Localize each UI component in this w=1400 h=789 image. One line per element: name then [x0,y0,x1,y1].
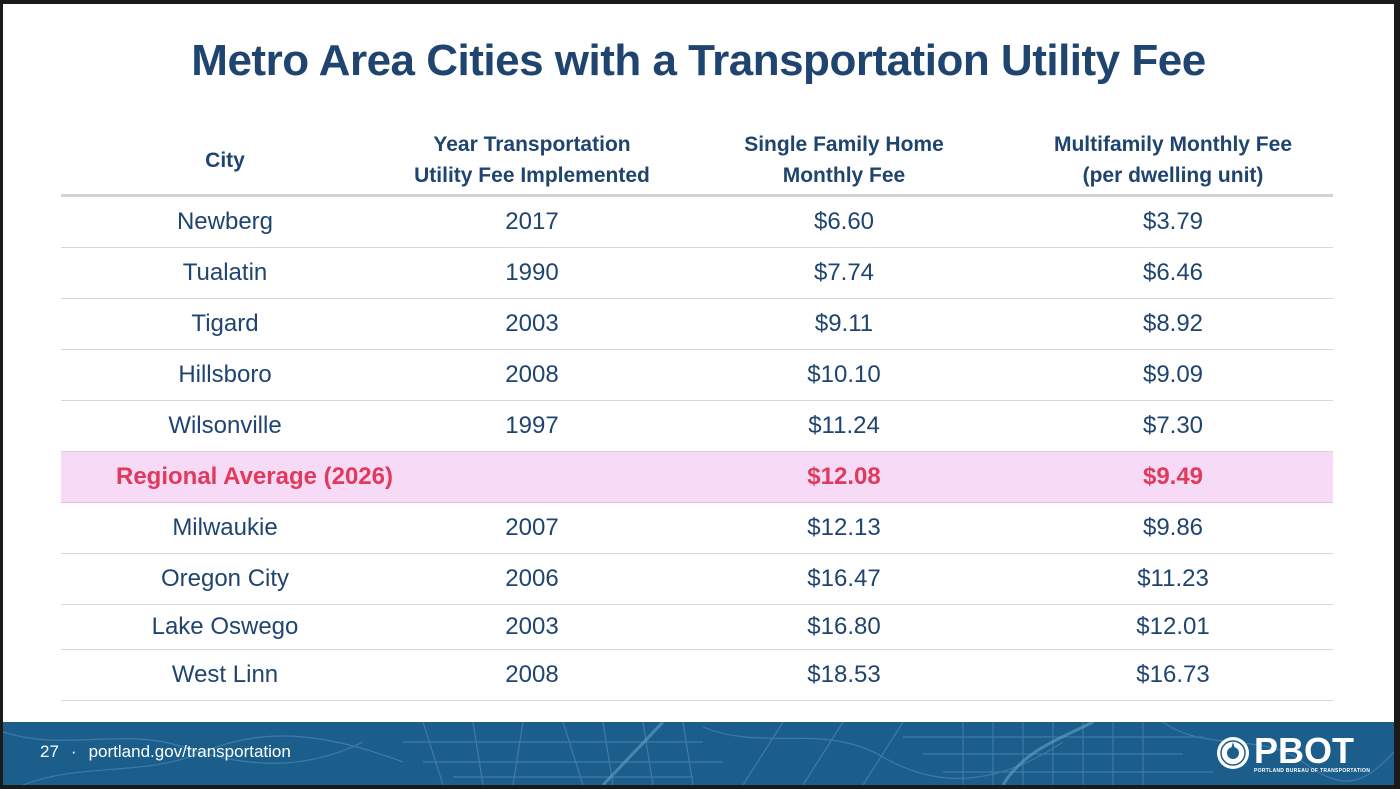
page-number: 27 [40,742,59,761]
cell-year: 2003 [389,298,675,350]
table-row: Tigard 2003 $9.11 $8.92 [61,298,1333,350]
footer-separator: · [70,742,77,761]
cell-year: 2008 [389,649,675,701]
cell-multi-fee: $7.30 [1013,400,1333,452]
cell-multi-fee: $6.46 [1013,247,1333,299]
cell-city: West Linn [61,649,389,701]
table-row: Tualatin 1990 $7.74 $6.46 [61,247,1333,299]
cell-single-fee: $6.60 [675,195,1013,248]
cell-single-fee: $12.13 [675,502,1013,554]
cell-city: Oregon City [61,553,389,605]
cell-year: 2017 [389,195,675,248]
regional-average-single-fee: $12.08 [675,451,1013,503]
cell-year: 1997 [389,400,675,452]
cell-year: 2006 [389,553,675,605]
footer-text: 27 · portland.gov/transportation [40,742,291,762]
logo-subtext: PORTLAND BUREAU OF TRANSPORTATION [1254,768,1371,774]
header-city: City [61,126,389,197]
regional-average-label: Regional Average (2026) [61,451,675,503]
table-row: Wilsonville 1997 $11.24 $7.30 [61,400,1333,452]
cell-city: Tualatin [61,247,389,299]
cell-single-fee: $16.80 [675,604,1013,650]
footer-url[interactable]: portland.gov/transportation [88,742,291,761]
table-row: Newberg 2017 $6.60 $3.79 [61,195,1333,248]
cell-city: Tigard [61,298,389,350]
cell-single-fee: $16.47 [675,553,1013,605]
regional-average-multi-fee: $9.49 [1013,451,1333,503]
cell-single-fee: $10.10 [675,349,1013,401]
cell-multi-fee: $11.23 [1013,553,1333,605]
cell-city: Lake Oswego [61,604,389,650]
cell-year: 1990 [389,247,675,299]
table-row: Lake Oswego 2003 $16.80 $12.01 [61,604,1333,650]
header-single-family-fee: Single Family Home Monthly Fee [675,126,1013,197]
table-row: Hillsboro 2008 $10.10 $9.09 [61,349,1333,401]
street-map-background [3,722,1394,785]
cell-multi-fee: $8.92 [1013,298,1333,350]
cell-multi-fee: $9.09 [1013,349,1333,401]
table-row: West Linn 2008 $18.53 $16.73 [61,649,1333,701]
cell-city: Wilsonville [61,400,389,452]
pbot-logo: PBOT PORTLAND BUREAU OF TRANSPORTATION [1216,730,1370,778]
cell-city: Newberg [61,195,389,248]
cell-single-fee: $11.24 [675,400,1013,452]
cell-year: 2008 [389,349,675,401]
cell-single-fee: $7.74 [675,247,1013,299]
table-row: Oregon City 2006 $16.47 $11.23 [61,553,1333,605]
slide-title: Metro Area Cities with a Transportation … [191,36,1206,85]
cell-single-fee: $18.53 [675,649,1013,701]
cell-year: 2003 [389,604,675,650]
table-row: Milwaukie 2007 $12.13 $9.86 [61,502,1333,554]
city-seal-icon [1217,737,1249,769]
header-year: Year Transportation Utility Fee Implement… [389,126,675,197]
header-multifamily-fee: Multifamily Monthly Fee (per dwelling uni… [1013,126,1333,197]
cell-city: Hillsboro [61,349,389,401]
cell-year: 2007 [389,502,675,554]
regional-average-row: Regional Average (2026) $12.08 $9.49 [61,451,1333,503]
table-header-row: City Year Transportation Utility Fee Impl… [61,126,1333,197]
fee-table: City Year Transportation Utility Fee Impl… [61,126,1333,701]
cell-multi-fee: $16.73 [1013,649,1333,701]
cell-single-fee: $9.11 [675,298,1013,350]
cell-multi-fee: $3.79 [1013,195,1333,248]
logo-wordmark: PBOT [1254,730,1355,771]
slide: Metro Area Cities with a Transportation … [3,4,1394,785]
cell-city: Milwaukie [61,502,389,554]
cell-multi-fee: $9.86 [1013,502,1333,554]
footer-bar: 27 · portland.gov/transportation PBOT PORT… [3,722,1394,785]
cell-multi-fee: $12.01 [1013,604,1333,650]
